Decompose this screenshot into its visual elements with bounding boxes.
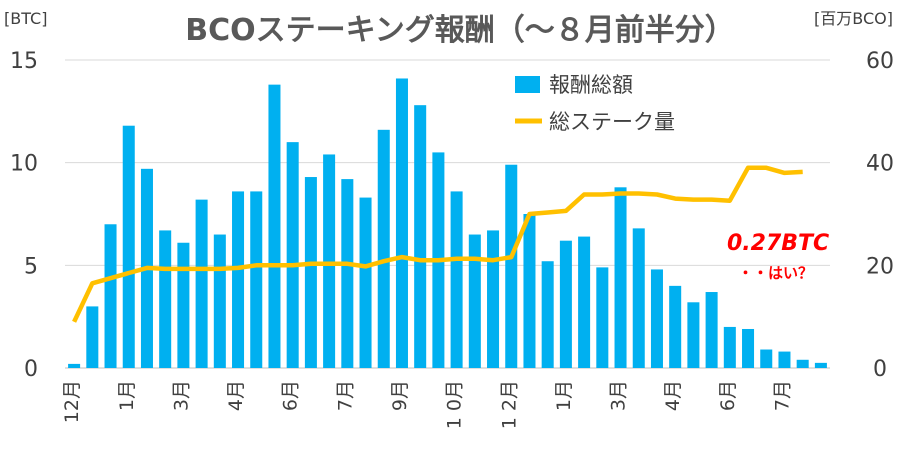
left-y-ticks: 0 5 10 15 bbox=[10, 49, 38, 382]
legend-label-bar: 報酬総額 bbox=[549, 73, 633, 97]
gridlines bbox=[65, 59, 830, 369]
right-y-ticks: 0 20 40 60 bbox=[866, 49, 894, 382]
reward-bar bbox=[687, 302, 700, 368]
y-right-tick-label: 20 bbox=[866, 254, 894, 279]
reward-bar bbox=[268, 84, 281, 368]
stake-line-layer bbox=[72, 165, 803, 323]
x-tick-labels: 12月 1月 3月 4月 6月 7月 9月 1 0月 1 2月 1月 3月 4月 6月 7月 bbox=[61, 380, 793, 429]
y-left-tick-label: 15 bbox=[10, 49, 38, 74]
reward-bar bbox=[323, 154, 336, 368]
reward-bar bbox=[742, 328, 755, 368]
reward-bar bbox=[650, 269, 663, 368]
reward-bar bbox=[796, 359, 809, 368]
reward-bar bbox=[359, 197, 372, 368]
reward-bars bbox=[68, 78, 827, 368]
reward-bar bbox=[632, 228, 645, 368]
x-tick-label: 7月 bbox=[334, 380, 356, 411]
stake-line bbox=[72, 165, 803, 323]
reward-bar bbox=[760, 349, 773, 368]
legend-label-line: 総ステーク量 bbox=[549, 110, 675, 134]
reward-bar bbox=[414, 105, 427, 368]
reward-bar bbox=[177, 242, 190, 368]
x-tick-label: 6月 bbox=[717, 380, 739, 411]
reward-bar bbox=[395, 78, 408, 368]
x-tick-label: 4月 bbox=[662, 380, 684, 411]
reward-bar bbox=[159, 230, 172, 368]
y-right-tick-label: 40 bbox=[866, 152, 894, 177]
reward-bar bbox=[104, 224, 117, 368]
x-tick-label: 1月 bbox=[553, 380, 575, 411]
y-left-tick-label: 5 bbox=[24, 254, 38, 279]
x-tick-label: 1月 bbox=[116, 380, 138, 411]
reward-bar bbox=[559, 240, 572, 368]
y-right-tick-label: 0 bbox=[873, 357, 887, 382]
left-axis-unit: [BTC] bbox=[4, 9, 47, 28]
right-axis-unit: [百万BCO] bbox=[814, 9, 893, 28]
x-tick-label: 4月 bbox=[225, 380, 247, 411]
reward-bar bbox=[250, 191, 263, 368]
reward-bar bbox=[213, 234, 226, 368]
reward-bar bbox=[195, 199, 208, 368]
reward-bar bbox=[122, 125, 135, 368]
x-tick-label: 6月 bbox=[280, 380, 302, 411]
reward-bar bbox=[450, 191, 463, 368]
x-tick-label: 1 0月 bbox=[444, 380, 466, 429]
y-left-tick-label: 10 bbox=[10, 152, 38, 177]
reward-bar bbox=[505, 164, 518, 368]
reward-bar bbox=[814, 362, 827, 368]
reward-bar bbox=[669, 285, 682, 368]
reward-bar bbox=[487, 230, 500, 368]
reward-bar bbox=[86, 306, 99, 368]
reward-bar bbox=[705, 292, 718, 368]
reward-bar bbox=[232, 191, 245, 368]
chart-title: BCOステーキング報酬（～８月前半分） bbox=[185, 13, 735, 48]
reward-bar bbox=[778, 351, 791, 368]
legend-swatch-bar bbox=[515, 76, 540, 93]
reward-bar bbox=[596, 267, 609, 368]
reward-bar bbox=[68, 363, 81, 368]
legend: 報酬総額 総ステーク量 bbox=[515, 73, 675, 134]
annotation-main: 0.27BTC bbox=[727, 231, 829, 256]
x-tick-label: 12月 bbox=[61, 380, 83, 423]
reward-bar bbox=[541, 261, 554, 368]
reward-bar bbox=[523, 214, 536, 368]
reward-bar bbox=[723, 326, 736, 368]
reward-bar bbox=[286, 142, 299, 368]
reward-bar bbox=[614, 187, 627, 368]
reward-bar bbox=[578, 236, 591, 368]
x-tick-label: 7月 bbox=[772, 380, 794, 411]
y-left-tick-label: 0 bbox=[24, 357, 38, 382]
x-tick-label: 3月 bbox=[608, 380, 630, 411]
x-tick-label: 9月 bbox=[389, 380, 411, 411]
y-right-tick-label: 60 bbox=[866, 49, 894, 74]
x-tick-label: 1 2月 bbox=[498, 380, 520, 429]
reward-bar bbox=[468, 234, 481, 368]
reward-bar bbox=[377, 129, 390, 368]
annotation-sub: ・・はい？ bbox=[738, 264, 813, 282]
x-tick-label: 3月 bbox=[170, 380, 192, 411]
reward-bar bbox=[304, 177, 317, 368]
reward-bar bbox=[341, 179, 354, 368]
